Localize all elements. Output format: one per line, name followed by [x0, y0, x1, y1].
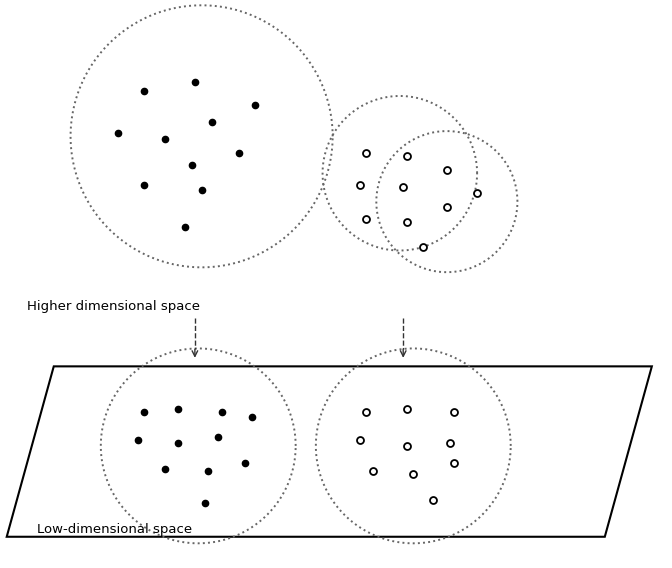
Text: Low-dimensional space: Low-dimensional space	[37, 523, 192, 536]
Text: Higher dimensional space: Higher dimensional space	[27, 300, 200, 313]
